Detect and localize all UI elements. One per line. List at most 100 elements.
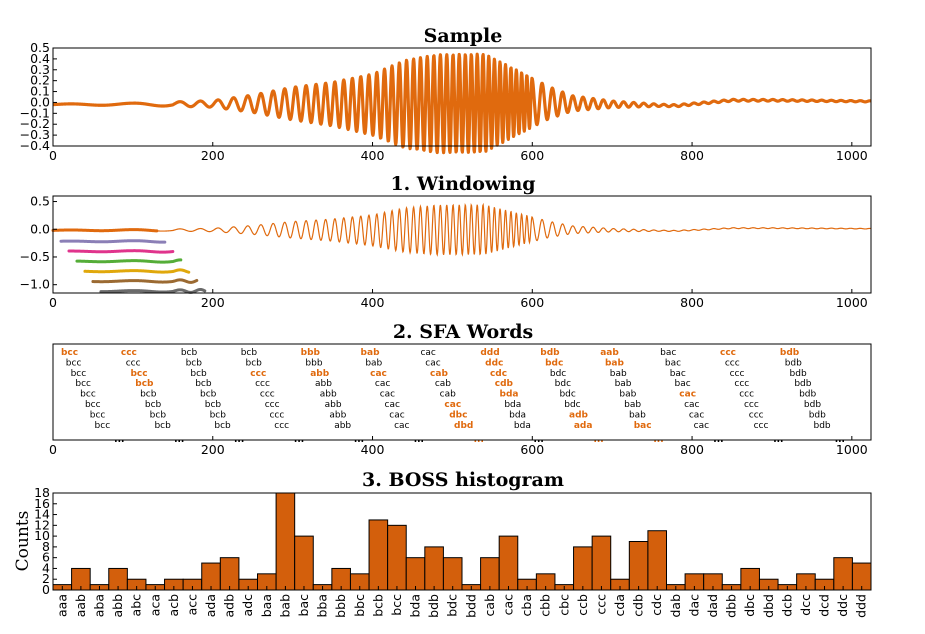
histogram-category-label: bab	[277, 594, 292, 618]
sfa-word: bcc	[90, 410, 106, 420]
histogram-category-label: cab	[482, 594, 497, 617]
sfa-word: cac	[684, 400, 699, 410]
sample-ytick-label: 0.3	[30, 62, 50, 77]
sfa-word: bcc	[80, 390, 96, 400]
windowing-xtick-label: 0	[49, 295, 57, 310]
windowing-plot-area: 0 200 400 600 800 1000 −1.0 −0.5 0.0 0.5	[20, 194, 872, 310]
window-segment-line	[75, 258, 183, 264]
histogram-category-label: dcb	[779, 594, 794, 617]
histogram-category-label: acb	[166, 594, 181, 617]
histogram-ytick-label: 14	[34, 507, 50, 522]
histogram-category-label: baa	[259, 594, 274, 617]
histogram-ytick-label: 8	[42, 539, 50, 554]
sfa-word: bcc	[66, 358, 82, 368]
sfa-word: ccc	[126, 358, 141, 368]
sfa-word: ccc	[744, 400, 759, 410]
histogram-category-label: bda	[408, 594, 423, 618]
windowing-ytick-label: 0.0	[30, 221, 50, 236]
sample-title: Sample	[424, 25, 503, 47]
histogram-category-label: cac	[500, 594, 515, 616]
sfa-words-xtick-label: 1000	[836, 442, 868, 457]
windowing-ytick-label: −1.0	[20, 277, 50, 292]
windowing-title: 1. Windowing	[390, 173, 535, 195]
sfa-word: cab	[440, 390, 456, 400]
sfa-word: bcc	[71, 369, 87, 379]
histogram-category-label: dcc	[798, 594, 813, 616]
sfa-word: ccc	[265, 400, 280, 410]
sfa-word: bcc	[61, 348, 78, 358]
histogram-category-label: ada	[203, 594, 218, 617]
histogram-category-label: dbd	[761, 594, 776, 618]
sfa-word: adb	[569, 410, 589, 420]
sfa-word: cac	[425, 358, 440, 368]
histogram-category-label: cbc	[556, 594, 571, 616]
sfa-word: bdb	[804, 400, 821, 410]
sfa-word: bac	[634, 421, 652, 431]
sfa-word: abb	[320, 390, 337, 400]
sample-frame	[52, 47, 872, 147]
histogram-bar	[480, 557, 500, 591]
histogram-category-label: ccc	[593, 594, 608, 615]
histogram-category-label: bcc	[389, 594, 404, 616]
boss-histogram-panel: 3. BOSS histogram Counts aaa aab aba abb abc…	[13, 469, 872, 618]
histogram-ytick-label: 6	[42, 550, 50, 565]
sfa-word: bdc	[545, 358, 563, 368]
sfa-word: ada	[574, 421, 593, 431]
sample-plot-area: 0 200 400 600 800 1000−0.4−0.3−0.2−0.10.00.10…	[20, 40, 873, 163]
histogram-category-label: aaa	[54, 594, 69, 617]
sfa-word: bab	[624, 400, 641, 410]
sfa-word: bdb	[794, 379, 811, 389]
windowing-signal-line	[52, 202, 872, 257]
histogram-category-label: bdb	[426, 594, 441, 618]
histogram-ytick-label: 4	[42, 560, 50, 575]
sfa-word: bda	[500, 390, 519, 400]
histogram-category-label: acc	[184, 594, 199, 616]
sfa-word: ccc	[250, 369, 266, 379]
histogram-category-label: dac	[686, 594, 701, 617]
sfa-word: cac	[394, 421, 409, 431]
histogram-category-label: aab	[73, 594, 88, 617]
sfa-words-xtick-label: 200	[201, 442, 225, 457]
histogram-bar	[833, 557, 853, 591]
sfa-word: cac	[689, 410, 704, 420]
sfa-word: bac	[674, 379, 690, 389]
sfa-word: bda	[504, 400, 521, 410]
sfa-word: bab	[619, 390, 636, 400]
sfa-word: bcb	[214, 421, 231, 431]
histogram-category-label: adc	[240, 594, 255, 617]
histogram-bar	[219, 557, 240, 591]
sample-xtick-label: 0	[49, 148, 57, 163]
sfa-word: bcb	[205, 400, 222, 410]
histogram-bar	[405, 557, 426, 591]
sfa-word: cac	[380, 390, 395, 400]
windowing-panel: 1. Windowing 0 200 400 600 800 1000 −1.0 −0.5 0.…	[20, 173, 872, 310]
windowing-xtick-label: 200	[201, 295, 225, 310]
sfa-word: abb	[315, 379, 332, 389]
sfa-word: bcb	[145, 400, 162, 410]
sfa-word: bdc	[559, 390, 575, 400]
histogram-bar	[275, 492, 296, 591]
sfa-word: bdb	[780, 348, 800, 358]
sfa-word: bdb	[813, 421, 830, 431]
sfa-word: bdc	[564, 400, 580, 410]
windowing-frame	[52, 195, 872, 294]
sfa-word: bcb	[186, 358, 203, 368]
sample-ytick-label: 0.5	[30, 40, 50, 55]
sfa-word: bdb	[785, 358, 802, 368]
sfa-word: bcb	[195, 379, 212, 389]
sample-ytick-label: −0.1	[20, 105, 50, 120]
histogram-bar	[442, 557, 463, 591]
histogram-bar	[591, 535, 612, 591]
sfa-word: ccc	[255, 379, 270, 389]
window-segment-line	[67, 249, 175, 254]
histogram-category-label: ddd	[854, 594, 869, 618]
histogram-bar	[647, 530, 667, 591]
histogram-ytick-label: 18	[34, 485, 50, 500]
sample-xtick-label: 600	[520, 148, 544, 163]
windowing-xtick-label: 1000	[836, 295, 868, 310]
sample-ytick-label: −0.4	[20, 138, 50, 153]
histogram-bar	[628, 541, 649, 591]
sample-panel: Sample 0 200 400 600 800 1000 −0.4−0.3−0.2−0.1…	[20, 25, 873, 163]
sfa-words-xtick-label: 0	[49, 442, 57, 457]
